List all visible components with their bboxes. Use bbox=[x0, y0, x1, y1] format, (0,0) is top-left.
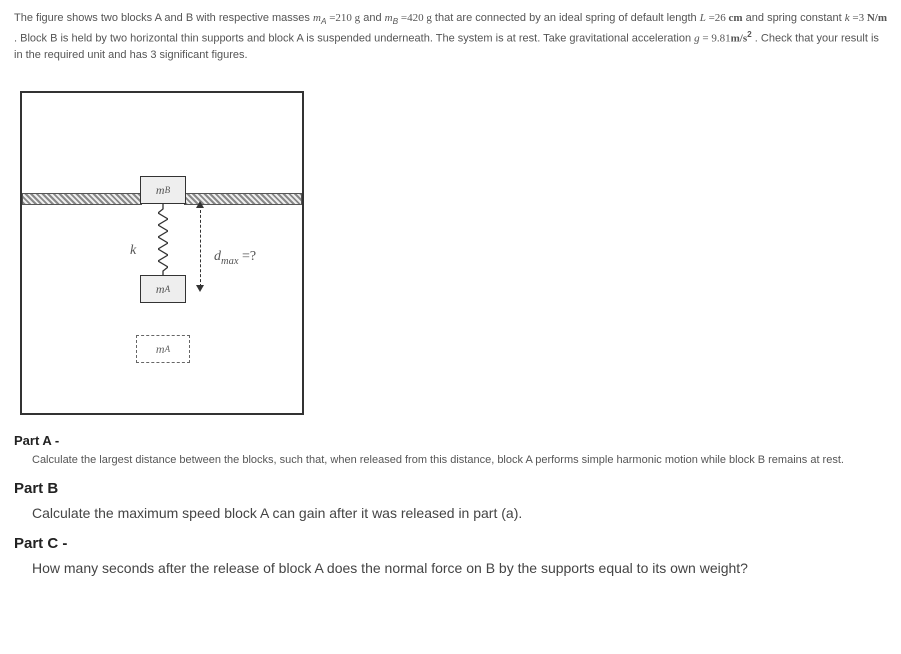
mA-symbol: m bbox=[313, 12, 321, 24]
L-unit: cm bbox=[729, 12, 743, 24]
arrow-down-icon bbox=[196, 285, 204, 292]
block-a-label: m bbox=[156, 282, 165, 297]
block-a: mA bbox=[140, 275, 186, 303]
dmax-label: dmax =? bbox=[214, 249, 256, 267]
part-c-body: How many seconds after the release of bl… bbox=[32, 560, 887, 576]
figure-container: mB k mA dmax =? mA bbox=[20, 91, 887, 415]
dmax-tail: =? bbox=[239, 249, 257, 264]
text: and spring constant bbox=[746, 12, 845, 24]
part-a-heading: Part A - bbox=[14, 433, 887, 448]
part-a-body: Calculate the largest distance between t… bbox=[32, 454, 887, 466]
problem-statement: The figure shows two blocks A and B with… bbox=[14, 10, 887, 63]
support-left bbox=[22, 193, 142, 205]
spring-icon bbox=[158, 203, 168, 275]
part-c-heading: Part C - bbox=[14, 535, 887, 552]
mB-unit: g bbox=[426, 12, 432, 24]
g-val: = 9.81 bbox=[700, 32, 731, 44]
block-a-sub: A bbox=[165, 284, 171, 294]
part-b-body: Calculate the maximum speed block A can … bbox=[32, 505, 887, 521]
block-b-label: m bbox=[156, 183, 165, 198]
L-val: =26 bbox=[706, 12, 729, 24]
mB-symbol: m bbox=[385, 12, 393, 24]
block-b: mB bbox=[140, 176, 186, 204]
dmax-sym: d bbox=[214, 249, 221, 264]
block-a-ghost: mA bbox=[136, 335, 190, 363]
block-a-ghost-sub: A bbox=[165, 344, 171, 354]
dmax-sub: max bbox=[221, 256, 239, 267]
text: and bbox=[363, 12, 384, 24]
mA-val: =210 bbox=[326, 12, 354, 24]
physics-figure: mB k mA dmax =? mA bbox=[20, 91, 304, 415]
dimension-line bbox=[200, 205, 201, 287]
g-unit: m/s bbox=[731, 32, 748, 44]
text: that are connected by an ideal spring of… bbox=[435, 12, 700, 24]
part-b-heading: Part B bbox=[14, 480, 887, 497]
text: . Block B is held by two horizontal thin… bbox=[14, 32, 694, 44]
k-label: k bbox=[130, 243, 136, 259]
block-a-ghost-label: m bbox=[156, 342, 165, 357]
text: The figure shows two blocks A and B with… bbox=[14, 12, 313, 24]
mB-val: =420 bbox=[398, 12, 426, 24]
mA-unit: g bbox=[355, 12, 361, 24]
block-b-sub: B bbox=[165, 185, 171, 195]
g-sup: 2 bbox=[747, 30, 752, 39]
k-val: =3 bbox=[850, 12, 867, 24]
k-unit: N/m bbox=[867, 12, 887, 24]
